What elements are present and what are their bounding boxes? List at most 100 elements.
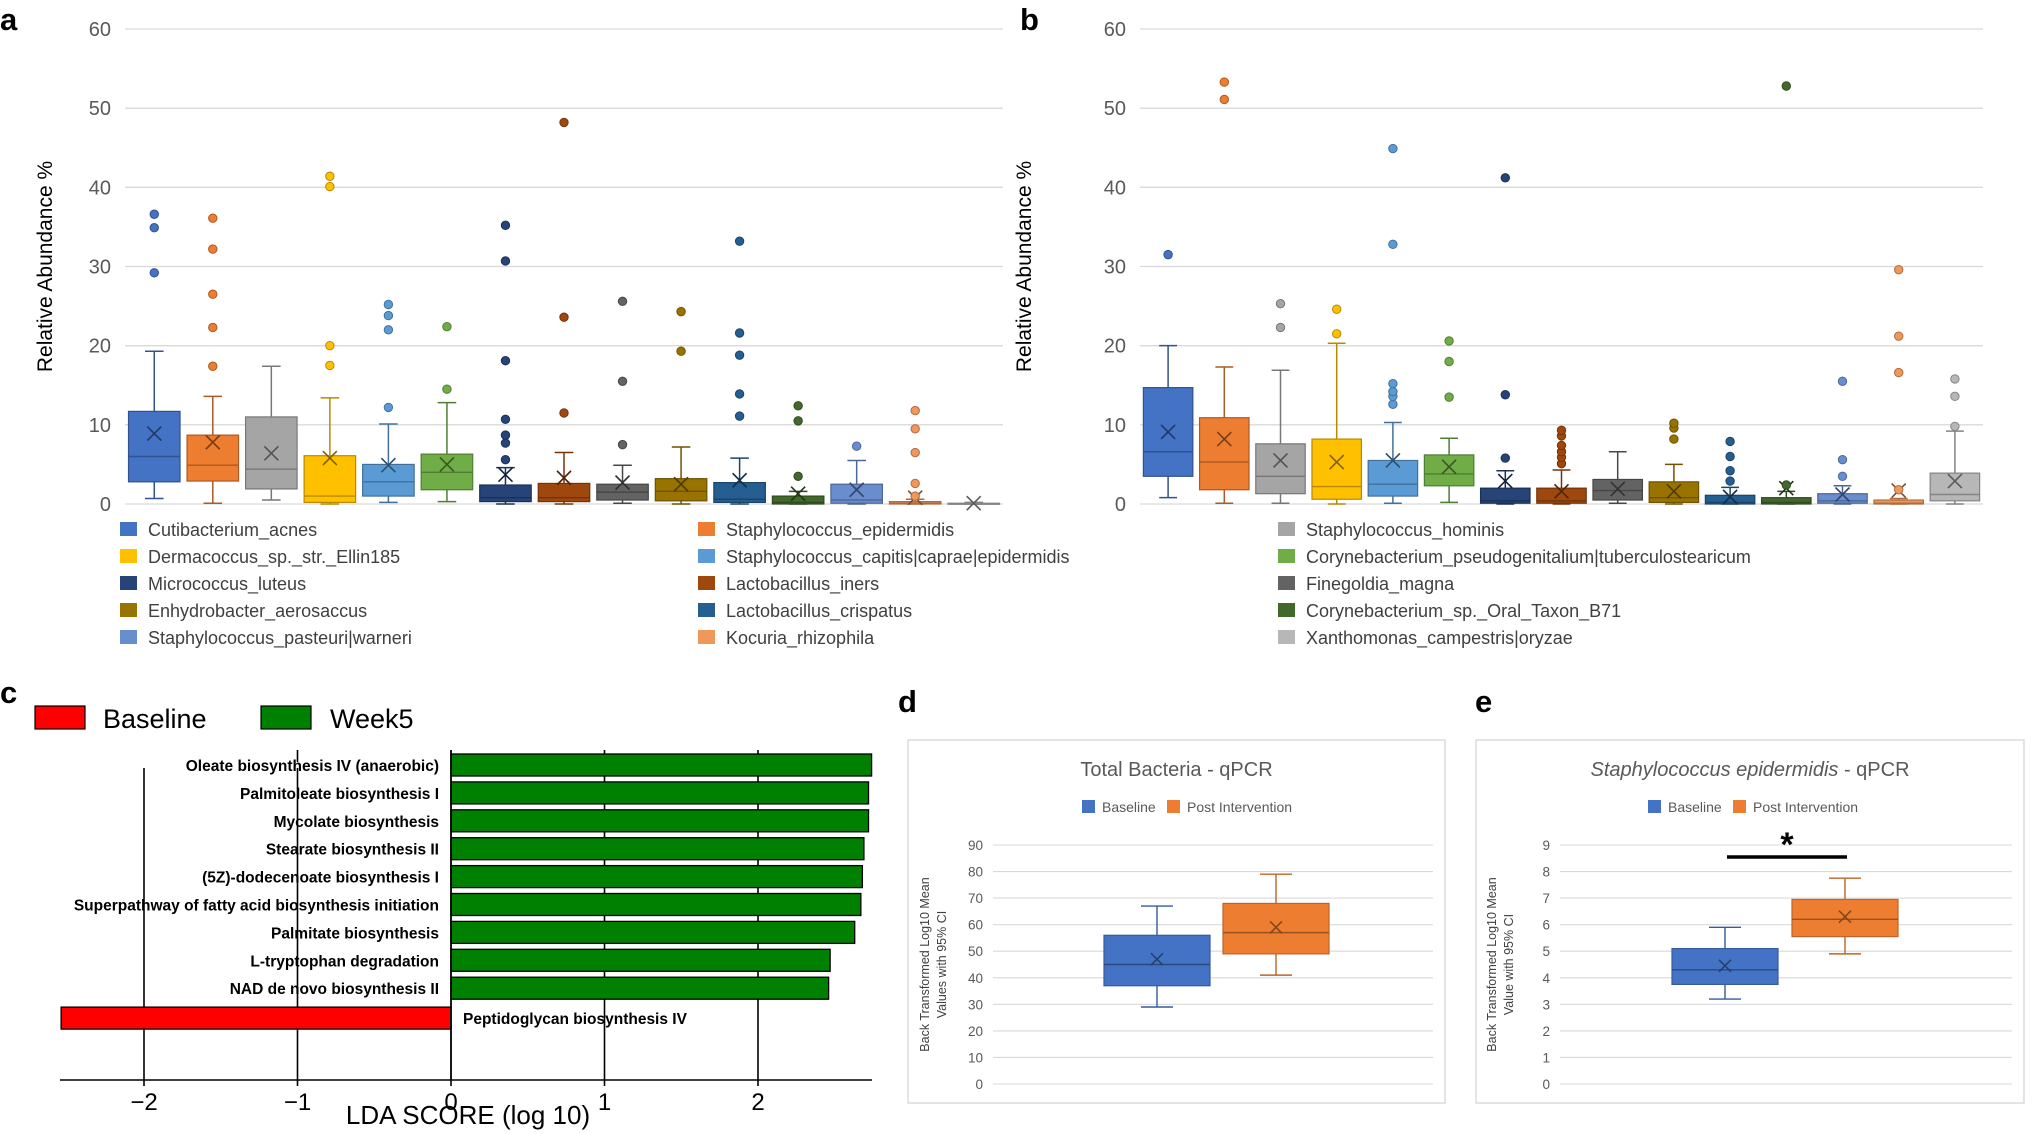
mean-marker	[497, 467, 514, 483]
y-axis-label: Back Transformed Log10 Mean	[1485, 877, 1499, 1051]
lda-bar-label: (5Z)-dodecenoate biosynthesis I	[202, 870, 439, 887]
legend-swatch	[1648, 800, 1661, 813]
outlier-point	[500, 414, 511, 424]
outlier-point	[1556, 425, 1567, 436]
outlier-point	[910, 491, 920, 501]
legend-swatch	[1278, 630, 1295, 644]
outlier-point	[1725, 436, 1735, 447]
y-tick-label: 3	[1542, 997, 1550, 1012]
outlier-point	[208, 289, 218, 299]
y-tick-label: 50	[1104, 98, 1126, 120]
outlier-point	[383, 402, 394, 413]
outlier-point	[1219, 77, 1230, 87]
chart-title-suffix: - qPCR	[1838, 759, 1909, 781]
chart-title-italic: Staphylococcus epidermidis	[1590, 759, 1838, 781]
outlier-point	[383, 299, 394, 310]
box	[1704, 494, 1756, 505]
mean-marker	[1666, 483, 1682, 499]
outlier-point	[734, 328, 745, 338]
legend-swatch	[698, 630, 715, 644]
lda-bar	[450, 781, 870, 805]
x-axis-label: LDA SCORE (log 10)	[346, 1100, 590, 1130]
box	[1760, 497, 1812, 505]
legend-entry: Corynebacterium_pseudogenitalium|tubercu…	[1306, 547, 1751, 568]
outlier-point	[734, 236, 745, 246]
mean-marker	[790, 486, 806, 502]
outlier-point	[1669, 434, 1679, 444]
lda-bar-label: Superpathway of fatty acid biosynthesis …	[74, 898, 439, 915]
box	[1311, 438, 1363, 500]
legend-entry: Staphylococcus_epidermidis	[726, 520, 954, 541]
outlier-point	[383, 325, 394, 335]
outlier-point	[1219, 94, 1230, 105]
y-tick-label: 7	[1542, 891, 1550, 906]
y-tick-label: 8	[1542, 865, 1550, 880]
y-tick-label: 20	[1104, 336, 1126, 358]
legend-entry: Lactobacillus_iners	[726, 574, 879, 595]
legend-entry: Post Intervention	[1753, 799, 1858, 815]
outlier-point	[1500, 453, 1511, 463]
box	[1255, 443, 1306, 495]
outlier-point	[1388, 386, 1398, 397]
outlier-point	[1500, 173, 1511, 183]
lda-bar-label: Oleate biosynthesis IV (anaerobic)	[186, 758, 439, 775]
outlier-point	[442, 321, 452, 332]
legend-swatch	[120, 603, 137, 617]
outlier-point	[793, 416, 803, 426]
legend-swatch	[698, 603, 715, 617]
legend-entry: Staphylococcus_hominis	[1306, 520, 1504, 541]
legend-label-week5: Week5	[330, 704, 414, 734]
y-tick-label: 40	[1104, 177, 1126, 199]
outlier-point	[1725, 466, 1735, 476]
legend-swatch	[698, 549, 715, 563]
mean-marker	[614, 475, 631, 491]
lda-bar	[450, 948, 831, 972]
mean-marker	[1610, 481, 1626, 497]
mean-marker	[849, 482, 865, 498]
legend-entry: Baseline	[1102, 799, 1156, 815]
outlier-point	[325, 171, 335, 181]
mean-marker	[1838, 910, 1852, 924]
box	[362, 463, 415, 497]
legend-entry: Post Intervention	[1187, 799, 1292, 815]
y-tick-label: 50	[968, 944, 983, 959]
legend-swatch	[1278, 549, 1295, 563]
outlier-point	[208, 361, 218, 371]
outlier-point	[1894, 485, 1904, 495]
lda-bar	[450, 892, 862, 917]
outlier-point	[325, 340, 335, 351]
outlier-point	[1444, 356, 1454, 367]
y-tick-label: 20	[89, 336, 111, 358]
outlier-point	[676, 306, 686, 317]
lda-bar	[450, 809, 870, 833]
legend-entry: Kocuria_rhizophila	[726, 628, 875, 649]
lda-bar	[450, 920, 856, 945]
x-tick-label: 1	[598, 1089, 611, 1116]
outlier-point	[383, 310, 394, 321]
lda-bar-label: Stearate biosynthesis II	[266, 842, 439, 859]
legend-swatch	[1278, 522, 1295, 536]
legend-swatch	[698, 576, 715, 590]
outlier-point	[1837, 471, 1848, 481]
outlier-point	[851, 441, 862, 451]
mean-marker	[439, 456, 455, 472]
outlier-point	[676, 346, 686, 356]
panel-label-d: d	[898, 684, 917, 719]
legend-entry: Staphylococcus_capitis|caprae|epidermidi…	[726, 547, 1070, 568]
box	[1222, 902, 1330, 955]
outlier-point	[1725, 476, 1735, 486]
outlier-point	[1950, 374, 1960, 384]
box	[479, 484, 532, 503]
box	[1423, 454, 1475, 487]
outlier-point	[559, 117, 569, 128]
y-tick-label: 0	[100, 494, 111, 516]
box	[654, 478, 708, 502]
outlier-point	[500, 256, 511, 266]
legend-entry: Staphylococcus_pasteuri|warneri	[148, 628, 412, 649]
lda-bar	[450, 864, 864, 889]
mean-marker	[205, 434, 221, 450]
mean-marker	[1272, 452, 1289, 469]
mean-marker	[1441, 459, 1457, 475]
y-tick-label: 5	[1542, 944, 1550, 959]
outlier-point	[1894, 367, 1904, 378]
